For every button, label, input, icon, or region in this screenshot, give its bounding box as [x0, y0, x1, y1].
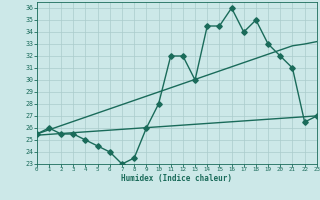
X-axis label: Humidex (Indice chaleur): Humidex (Indice chaleur): [121, 174, 232, 183]
